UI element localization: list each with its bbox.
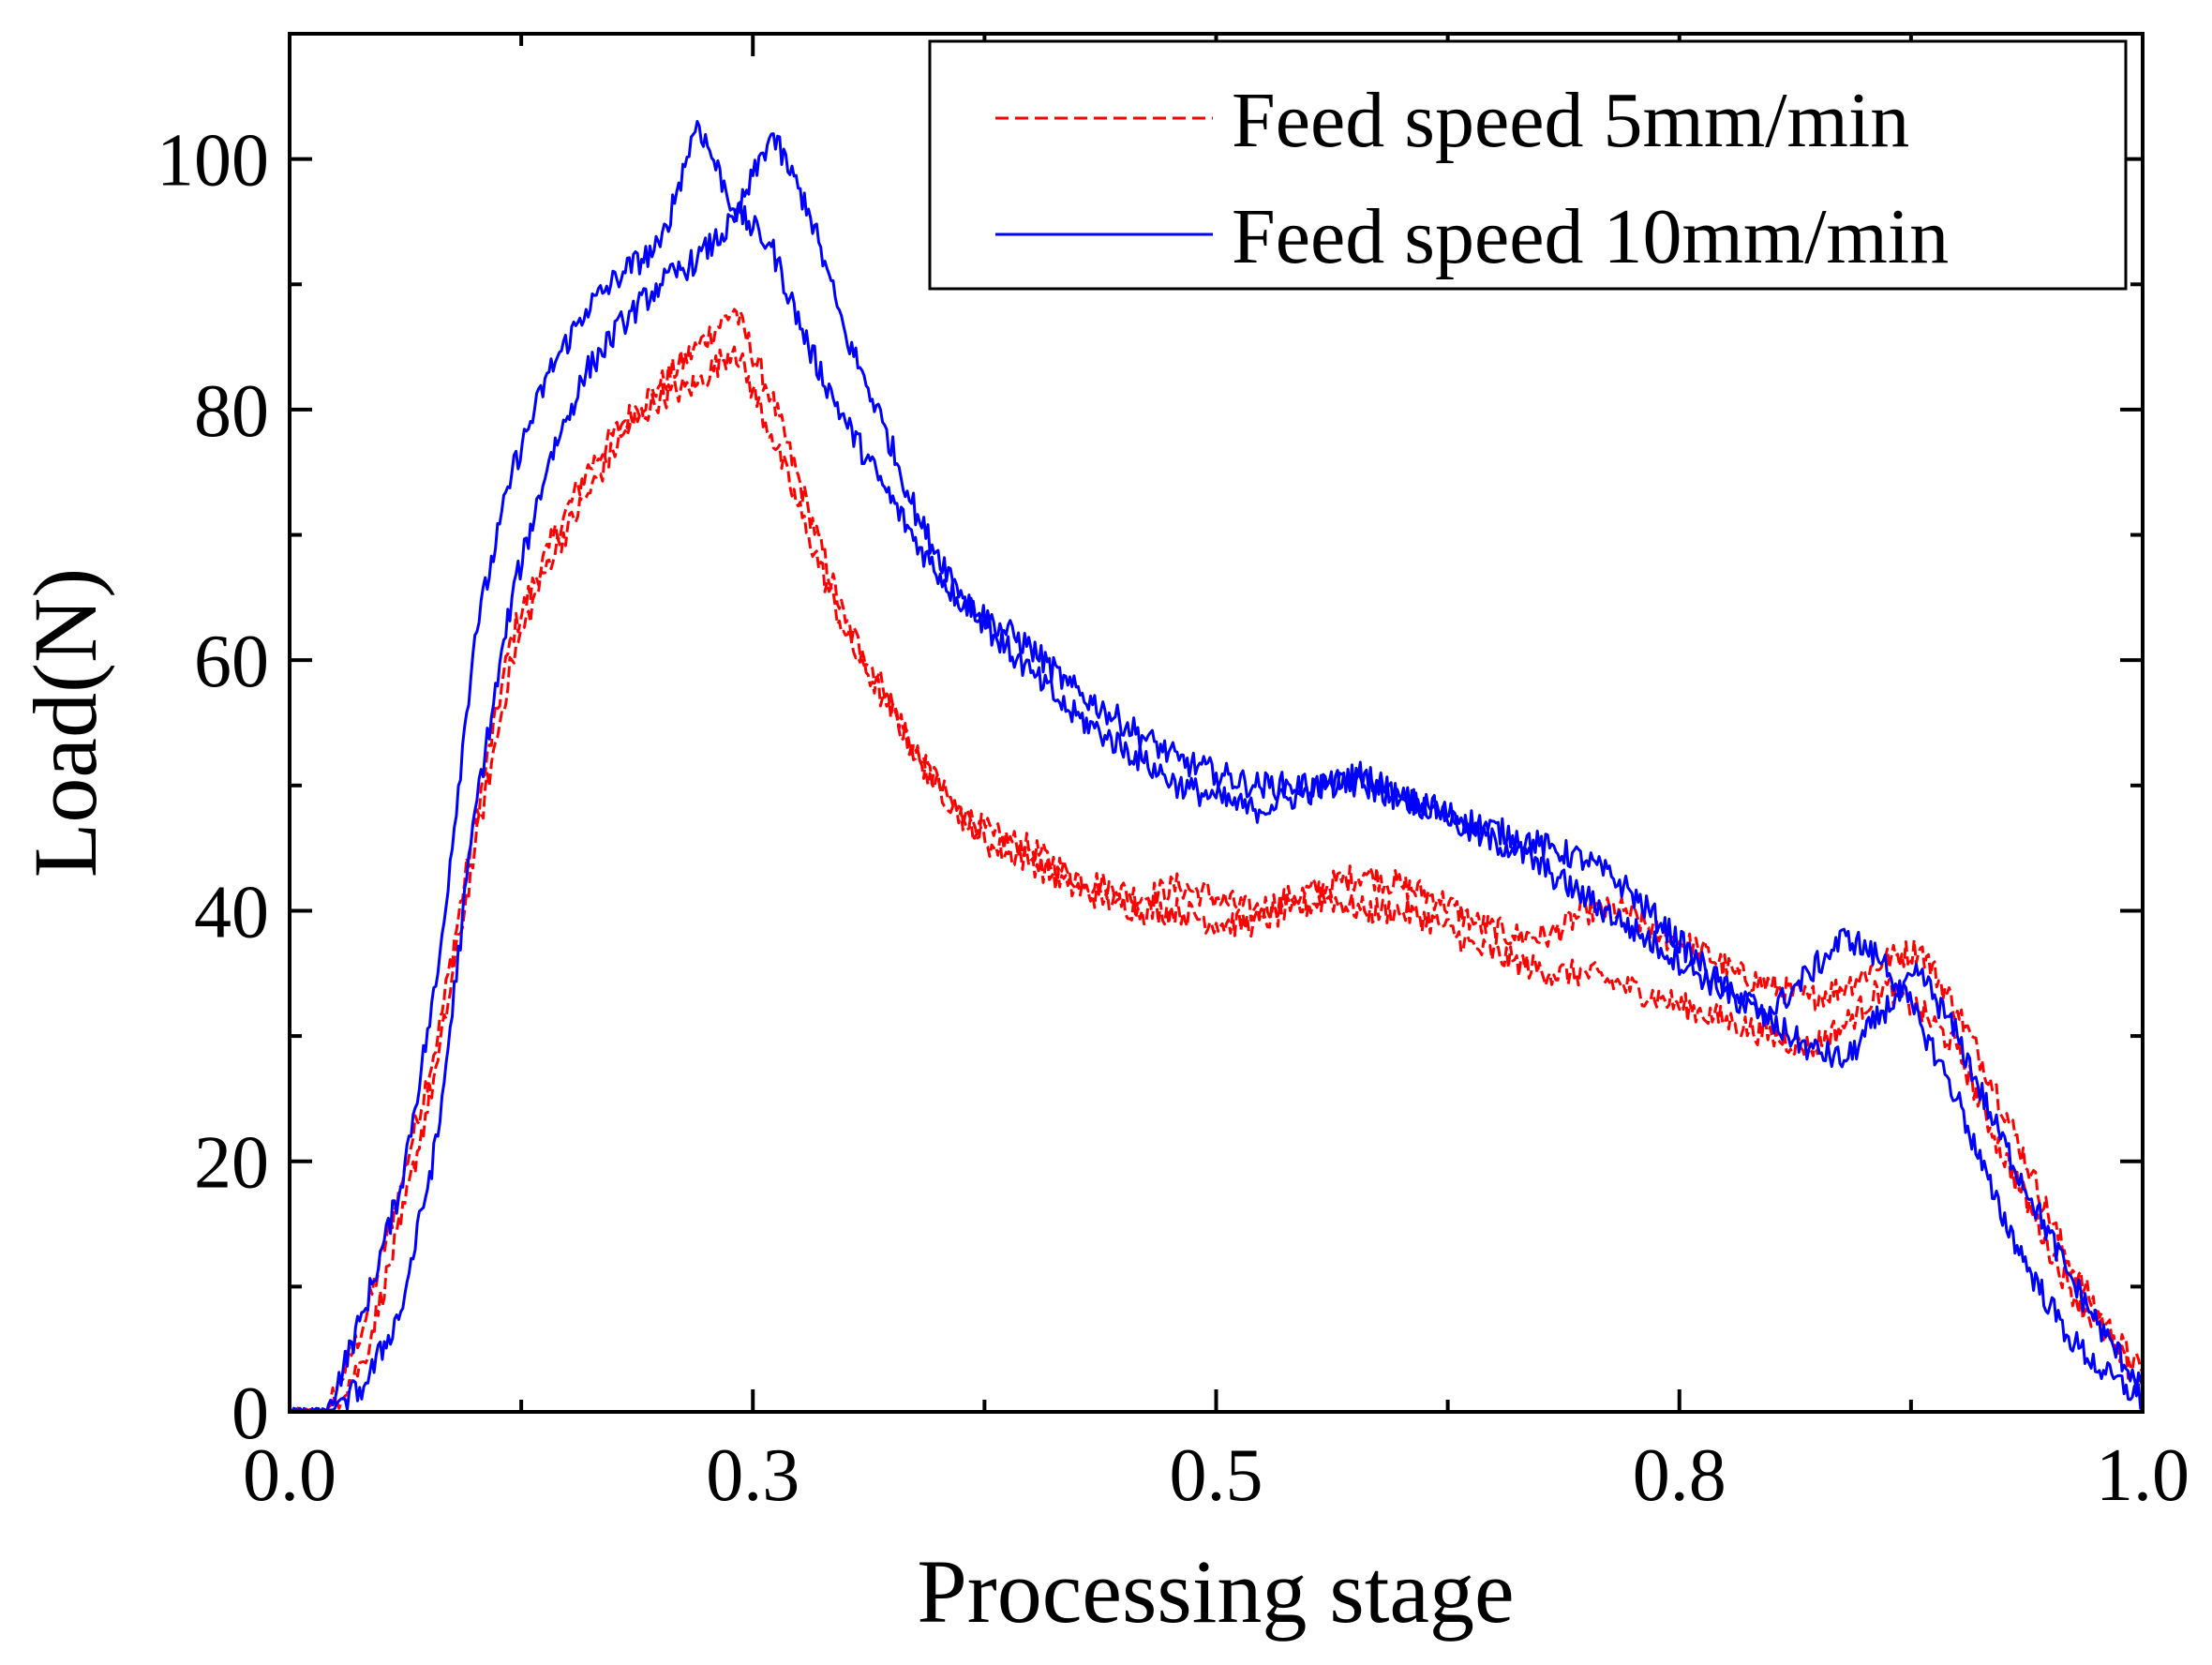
legend-box — [928, 39, 2128, 291]
y-tick-label: 20 — [194, 1122, 269, 1205]
x-tick-label: 0.8 — [1633, 1434, 1726, 1517]
feed-speed-5-curve-2 — [290, 345, 2145, 1414]
legend: Feed speed 5mm/min Feed speed 10mm/min — [928, 39, 2128, 291]
feed-speed-5-curve-1 — [289, 308, 2145, 1414]
feed-speed-10-curve-1 — [290, 120, 2145, 1414]
x-tick-label: 1.0 — [2096, 1434, 2190, 1517]
x-axis: 0.0 0.3 0.5 0.8 1.0 — [243, 34, 2190, 1517]
y-tick-label: 100 — [157, 120, 269, 202]
x-axis-title: Processing stage — [917, 1541, 1514, 1642]
y-tick-label: 40 — [194, 871, 269, 953]
y-tick-label: 80 — [194, 370, 269, 453]
legend-label-feed-speed-10: Feed speed 10mm/min — [1232, 193, 1949, 280]
x-tick-label: 0.0 — [243, 1434, 336, 1517]
y-axis-title: Load(N) — [15, 568, 115, 878]
y-tick-label: 0 — [232, 1372, 269, 1455]
x-tick-label: 0.3 — [706, 1434, 800, 1517]
plot-series — [289, 120, 2145, 1414]
feed-speed-10-curve-2 — [290, 132, 2145, 1414]
y-axis: 0 20 40 60 80 100 — [157, 120, 2143, 1455]
legend-label-feed-speed-5: Feed speed 5mm/min — [1232, 77, 1909, 164]
x-tick-label: 0.5 — [1170, 1434, 1263, 1517]
y-tick-label: 60 — [194, 621, 269, 703]
